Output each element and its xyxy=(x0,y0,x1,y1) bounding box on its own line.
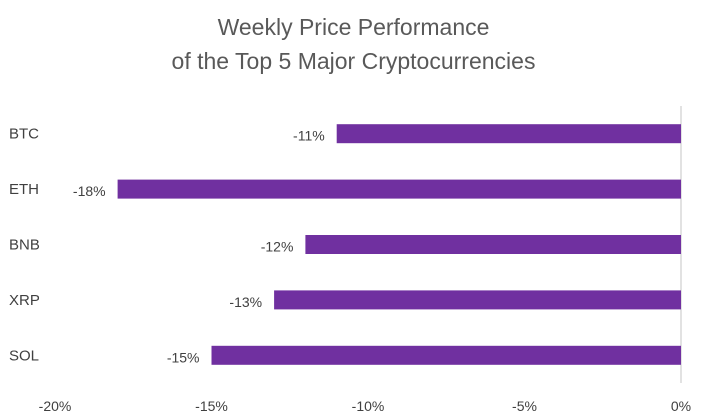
category-label-sol: SOL xyxy=(9,347,39,364)
data-label-sol: -15% xyxy=(167,349,200,365)
data-label-btc: -11% xyxy=(293,128,325,144)
bar-sol xyxy=(211,345,681,365)
x-tick-label: -10% xyxy=(352,398,385,413)
data-label-xrp: -13% xyxy=(229,294,262,310)
bar-xrp xyxy=(274,290,681,310)
x-tick-label: -20% xyxy=(39,398,72,413)
chart-title-line-2: of the Top 5 Major Cryptocurrencies xyxy=(171,48,536,74)
chart-title: Weekly Price Performance of the Top 5 Ma… xyxy=(0,10,707,78)
data-label-bnb: -12% xyxy=(261,239,294,255)
bar-bnb xyxy=(305,235,681,254)
data-label-eth: -18% xyxy=(73,183,106,199)
x-tick-label: -5% xyxy=(512,398,537,413)
chart-title-line-1: Weekly Price Performance xyxy=(217,14,490,40)
category-label-btc: BTC xyxy=(9,126,39,143)
bar-btc xyxy=(336,124,681,144)
bar-eth xyxy=(117,179,682,199)
x-tick-label: -15% xyxy=(195,398,228,413)
category-label-eth: ETH xyxy=(9,181,39,198)
category-label-xrp: XRP xyxy=(9,292,40,309)
x-tick-label: 0% xyxy=(671,398,691,413)
category-label-bnb: BNB xyxy=(9,237,40,254)
